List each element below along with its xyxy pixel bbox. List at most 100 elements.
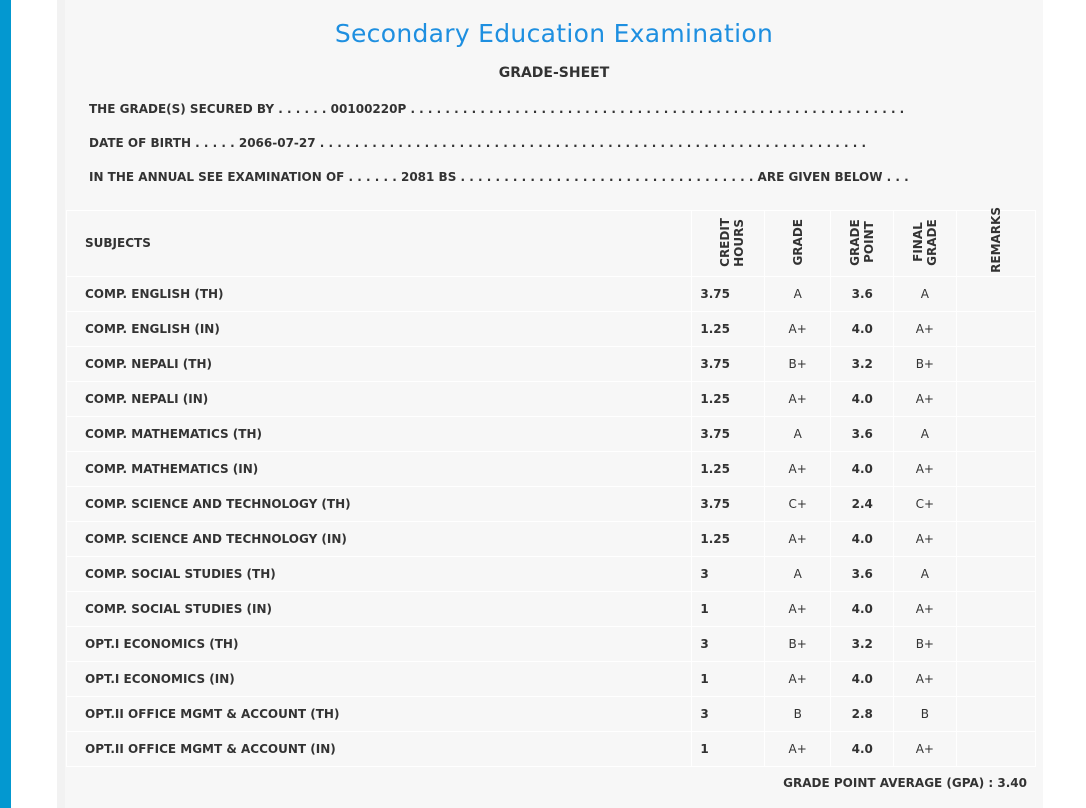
- left-accent-bar: [0, 0, 11, 808]
- remarks-cell: [955, 345, 1037, 382]
- remarks-cell: [955, 625, 1037, 662]
- grade-point-cell: 3.2: [830, 625, 895, 662]
- header-grade-point: GRADE POINT: [848, 218, 877, 266]
- remarks-cell: [955, 520, 1037, 557]
- table-row: COMP. NEPALI (IN) 1.25 A+ 4.0 A+: [65, 380, 1037, 417]
- header-subjects: SUBJECTS: [65, 210, 693, 277]
- credit-hours-cell: 1.25: [691, 380, 765, 417]
- subject-cell: COMP. ENGLISH (IN): [65, 310, 693, 347]
- header-credit-hours: CREDIT HOURS: [718, 217, 747, 267]
- remarks-cell: [955, 555, 1037, 592]
- subject-cell: OPT.I ECONOMICS (TH): [65, 625, 693, 662]
- date-of-birth-line: DATE OF BIRTH . . . . . 2066-07-27 . . .…: [89, 136, 866, 150]
- subject-cell: COMP. SOCIAL STUDIES (TH): [65, 555, 693, 592]
- credit-hours-cell: 3: [691, 695, 765, 732]
- credit-hours-cell: 1: [691, 660, 765, 697]
- header-final-grade: FINAL GRADE: [910, 218, 939, 266]
- subject-cell: COMP. NEPALI (TH): [65, 345, 693, 382]
- credit-hours-cell: 3: [691, 625, 765, 662]
- grade-cell: A+: [763, 730, 832, 767]
- subject-cell: COMP. NEPALI (IN): [65, 380, 693, 417]
- table-row: COMP. SCIENCE AND TECHNOLOGY (IN) 1.25 A+ 4…: [65, 520, 1037, 557]
- grade-cell: A: [763, 555, 832, 592]
- grade-cell: A: [763, 275, 832, 312]
- grade-point-cell: 2.4: [830, 485, 895, 522]
- final-grade-cell: A: [893, 275, 957, 312]
- page-title: Secondary Education Examination: [334, 19, 774, 48]
- remarks-cell: [955, 380, 1037, 417]
- grade-cell: B: [763, 695, 832, 732]
- final-grade-cell: B+: [893, 625, 957, 662]
- remarks-cell: [955, 415, 1037, 452]
- table-row: COMP. SOCIAL STUDIES (TH) 3 A 3.6 A: [65, 555, 1037, 592]
- table-row: OPT.II OFFICE MGMT & ACCOUNT (TH) 3 B 2.8 B: [65, 695, 1037, 732]
- grade-point-cell: 3.6: [830, 555, 895, 592]
- grade-point-cell: 3.6: [830, 415, 895, 452]
- grade-cell: A+: [763, 520, 832, 557]
- final-grade-cell: A: [893, 555, 957, 592]
- grade-point-cell: 4.0: [830, 520, 895, 557]
- table-row: OPT.I ECONOMICS (TH) 3 B+ 3.2 B+: [65, 625, 1037, 662]
- examination-line: IN THE ANNUAL SEE EXAMINATION OF . . . .…: [89, 170, 909, 184]
- remarks-cell: [955, 695, 1037, 732]
- credit-hours-cell: 3.75: [691, 345, 765, 382]
- grade-sheet-heading: GRADE-SHEET: [498, 65, 610, 81]
- credit-hours-cell: 1: [691, 590, 765, 627]
- subject-cell: COMP. SCIENCE AND TECHNOLOGY (TH): [65, 485, 693, 522]
- grade-point-cell: 4.0: [830, 310, 895, 347]
- final-grade-cell: A+: [893, 660, 957, 697]
- grade-cell: A+: [763, 590, 832, 627]
- grade-cell: A+: [763, 310, 832, 347]
- grade-cell: B+: [763, 345, 832, 382]
- gpa-summary: GRADE POINT AVERAGE (GPA) : 3.40: [783, 776, 1027, 790]
- credit-hours-cell: 1.25: [691, 450, 765, 487]
- grade-point-cell: 4.0: [830, 380, 895, 417]
- grade-cell: A+: [763, 380, 832, 417]
- table-row: COMP. ENGLISH (IN) 1.25 A+ 4.0 A+: [65, 310, 1037, 347]
- subject-cell: COMP. MATHEMATICS (IN): [65, 450, 693, 487]
- remarks-cell: [955, 590, 1037, 627]
- table-row: COMP. MATHEMATICS (TH) 3.75 A 3.6 A: [65, 415, 1037, 452]
- grade-point-cell: 4.0: [830, 730, 895, 767]
- credit-hours-cell: 3.75: [691, 485, 765, 522]
- credit-hours-cell: 3.75: [691, 415, 765, 452]
- credit-hours-cell: 1.25: [691, 520, 765, 557]
- final-grade-cell: A+: [893, 310, 957, 347]
- subject-cell: OPT.II OFFICE MGMT & ACCOUNT (IN): [65, 730, 693, 767]
- final-grade-cell: A+: [893, 380, 957, 417]
- subject-cell: COMP. ENGLISH (TH): [65, 275, 693, 312]
- subject-cell: OPT.I ECONOMICS (IN): [65, 660, 693, 697]
- final-grade-cell: B: [893, 695, 957, 732]
- remarks-cell: [955, 450, 1037, 487]
- final-grade-cell: A+: [893, 520, 957, 557]
- final-grade-cell: B+: [893, 345, 957, 382]
- final-grade-cell: C+: [893, 485, 957, 522]
- table-row: COMP. SOCIAL STUDIES (IN) 1 A+ 4.0 A+: [65, 590, 1037, 627]
- final-grade-cell: A: [893, 415, 957, 452]
- subject-cell: COMP. MATHEMATICS (TH): [65, 415, 693, 452]
- final-grade-cell: A+: [893, 590, 957, 627]
- subject-cell: COMP. SOCIAL STUDIES (IN): [65, 590, 693, 627]
- grade-point-cell: 4.0: [830, 660, 895, 697]
- header-grade: GRADE: [790, 218, 805, 266]
- credit-hours-cell: 3: [691, 555, 765, 592]
- remarks-cell: [955, 310, 1037, 347]
- grade-cell: B+: [763, 625, 832, 662]
- credit-hours-cell: 1: [691, 730, 765, 767]
- remarks-cell: [955, 275, 1037, 312]
- table-header-row: SUBJECTS CREDIT HOURS GRADE GRADE POINT …: [65, 207, 1037, 277]
- grade-point-cell: 4.0: [830, 450, 895, 487]
- table-row: COMP. MATHEMATICS (IN) 1.25 A+ 4.0 A+: [65, 450, 1037, 487]
- grade-cell: A+: [763, 450, 832, 487]
- student-id-line: THE GRADE(S) SECURED BY . . . . . . 0010…: [89, 102, 905, 116]
- table-row: COMP. SCIENCE AND TECHNOLOGY (TH) 3.75 C+ 2…: [65, 485, 1037, 522]
- grade-sheet-card: Secondary Education Examination GRADE-SH…: [57, 0, 1043, 808]
- credit-hours-cell: 1.25: [691, 310, 765, 347]
- table-row: COMP. NEPALI (TH) 3.75 B+ 3.2 B+: [65, 345, 1037, 382]
- grade-point-cell: 2.8: [830, 695, 895, 732]
- table-row: OPT.II OFFICE MGMT & ACCOUNT (IN) 1 A+ 4.0 A…: [65, 730, 1037, 767]
- header-remarks: REMARKS: [988, 207, 1003, 273]
- grade-cell: C+: [763, 485, 832, 522]
- grade-point-cell: 3.6: [830, 275, 895, 312]
- final-grade-cell: A+: [893, 730, 957, 767]
